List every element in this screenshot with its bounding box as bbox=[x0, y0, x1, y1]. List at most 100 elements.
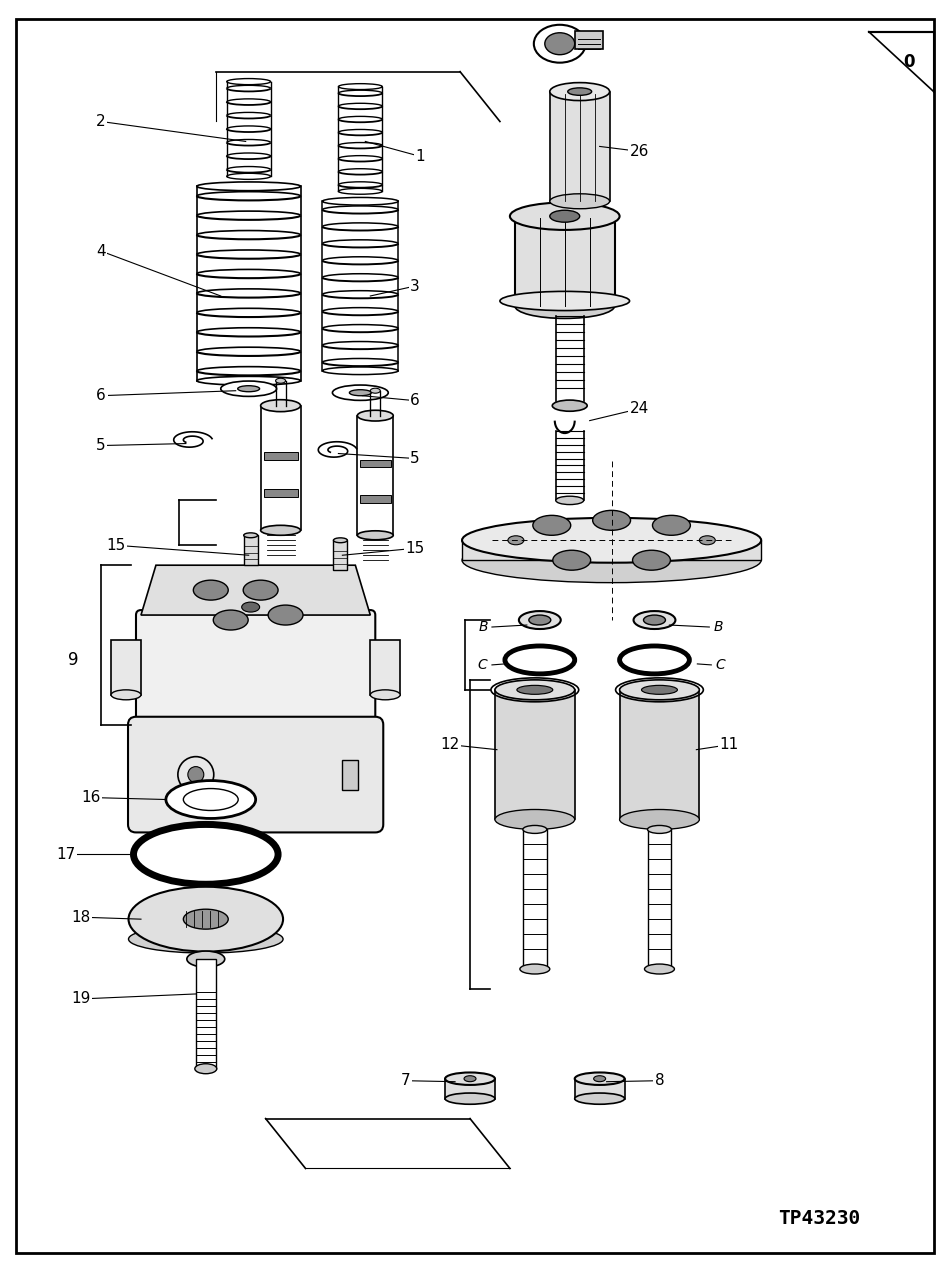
Text: C: C bbox=[715, 658, 724, 672]
Ellipse shape bbox=[574, 1093, 624, 1104]
Bar bbox=[333, 540, 347, 571]
Ellipse shape bbox=[545, 33, 574, 55]
Ellipse shape bbox=[129, 886, 283, 951]
Bar bbox=[195, 959, 215, 1069]
Bar bbox=[360, 459, 390, 468]
Text: B: B bbox=[478, 620, 487, 634]
Ellipse shape bbox=[221, 382, 276, 397]
Ellipse shape bbox=[592, 510, 630, 530]
Ellipse shape bbox=[462, 517, 761, 563]
Text: TP43230: TP43230 bbox=[777, 1208, 860, 1227]
Ellipse shape bbox=[445, 1093, 494, 1104]
Ellipse shape bbox=[528, 615, 550, 625]
Bar bbox=[445, 1079, 494, 1098]
Text: 17: 17 bbox=[56, 847, 76, 862]
Ellipse shape bbox=[646, 825, 671, 833]
Text: 1: 1 bbox=[415, 148, 425, 164]
Text: 15: 15 bbox=[107, 538, 126, 553]
Ellipse shape bbox=[129, 926, 283, 954]
Ellipse shape bbox=[549, 194, 609, 209]
Ellipse shape bbox=[520, 964, 549, 974]
Ellipse shape bbox=[500, 292, 629, 311]
Text: 0: 0 bbox=[902, 53, 914, 71]
Ellipse shape bbox=[632, 550, 669, 571]
Ellipse shape bbox=[332, 385, 387, 401]
Text: 6: 6 bbox=[410, 393, 420, 408]
Ellipse shape bbox=[445, 1073, 494, 1085]
Text: B: B bbox=[712, 620, 722, 634]
Ellipse shape bbox=[516, 685, 552, 695]
Text: 19: 19 bbox=[71, 992, 90, 1007]
Ellipse shape bbox=[514, 293, 614, 318]
Ellipse shape bbox=[619, 809, 699, 829]
Ellipse shape bbox=[357, 411, 393, 421]
Ellipse shape bbox=[194, 1064, 216, 1074]
Bar bbox=[370, 640, 400, 695]
Ellipse shape bbox=[699, 536, 715, 545]
Ellipse shape bbox=[533, 25, 585, 62]
Ellipse shape bbox=[166, 781, 255, 818]
Bar bbox=[619, 690, 699, 819]
Ellipse shape bbox=[242, 602, 259, 612]
Bar bbox=[462, 540, 761, 560]
Ellipse shape bbox=[464, 1075, 475, 1082]
Polygon shape bbox=[141, 566, 370, 615]
Ellipse shape bbox=[237, 385, 259, 392]
Ellipse shape bbox=[357, 531, 393, 540]
Text: 18: 18 bbox=[71, 909, 90, 924]
Ellipse shape bbox=[574, 1073, 624, 1085]
Ellipse shape bbox=[183, 789, 238, 810]
Bar bbox=[360, 496, 390, 503]
Ellipse shape bbox=[641, 685, 677, 695]
Text: 4: 4 bbox=[96, 243, 106, 259]
Polygon shape bbox=[868, 32, 933, 91]
Ellipse shape bbox=[111, 690, 141, 700]
Bar bbox=[264, 489, 297, 497]
Ellipse shape bbox=[260, 399, 300, 412]
Text: 15: 15 bbox=[406, 540, 425, 555]
Text: 16: 16 bbox=[81, 790, 101, 805]
Text: 5: 5 bbox=[410, 451, 420, 467]
Text: 2: 2 bbox=[96, 114, 106, 129]
Ellipse shape bbox=[213, 610, 248, 630]
Text: C: C bbox=[477, 658, 486, 672]
Bar bbox=[514, 217, 614, 306]
Text: 24: 24 bbox=[629, 401, 648, 416]
Text: 26: 26 bbox=[629, 143, 648, 158]
Ellipse shape bbox=[183, 909, 228, 929]
Ellipse shape bbox=[549, 210, 579, 222]
Ellipse shape bbox=[333, 538, 347, 543]
Ellipse shape bbox=[633, 611, 675, 629]
Ellipse shape bbox=[555, 496, 583, 505]
Ellipse shape bbox=[462, 538, 761, 583]
Text: 5: 5 bbox=[96, 437, 106, 453]
Ellipse shape bbox=[244, 533, 257, 538]
Ellipse shape bbox=[370, 388, 380, 393]
Text: 7: 7 bbox=[400, 1073, 409, 1088]
Ellipse shape bbox=[567, 87, 591, 95]
Circle shape bbox=[188, 767, 204, 782]
Bar bbox=[342, 760, 358, 790]
Bar bbox=[357, 416, 393, 535]
Ellipse shape bbox=[268, 605, 303, 625]
Ellipse shape bbox=[275, 378, 286, 383]
FancyBboxPatch shape bbox=[136, 610, 375, 729]
Ellipse shape bbox=[619, 645, 688, 673]
Ellipse shape bbox=[494, 680, 574, 700]
Text: 11: 11 bbox=[719, 737, 738, 752]
Ellipse shape bbox=[523, 825, 546, 833]
Text: 3: 3 bbox=[410, 279, 420, 293]
Ellipse shape bbox=[260, 525, 300, 535]
Ellipse shape bbox=[552, 550, 590, 571]
Text: 9: 9 bbox=[68, 650, 78, 670]
Ellipse shape bbox=[349, 389, 371, 396]
Bar bbox=[549, 91, 609, 202]
Bar bbox=[574, 1079, 624, 1098]
Ellipse shape bbox=[187, 951, 225, 967]
Ellipse shape bbox=[643, 615, 664, 625]
Ellipse shape bbox=[644, 964, 674, 974]
Text: 12: 12 bbox=[440, 737, 459, 752]
Text: 8: 8 bbox=[654, 1073, 664, 1088]
Ellipse shape bbox=[509, 203, 619, 230]
Ellipse shape bbox=[552, 401, 586, 411]
